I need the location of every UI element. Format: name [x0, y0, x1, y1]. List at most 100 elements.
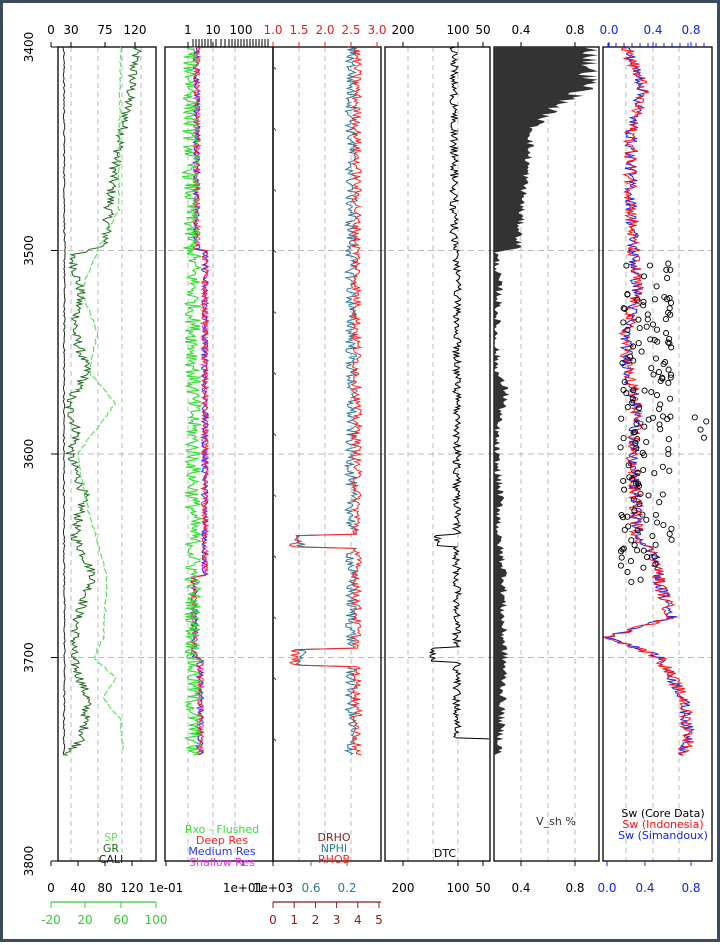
- sw-core-point: [634, 469, 641, 476]
- sw-core-point: [631, 542, 638, 549]
- sw-core-point: [657, 426, 664, 433]
- sw-core-point: [649, 532, 656, 540]
- track3-top-label: 2.0: [315, 23, 334, 37]
- sw-core-point: [620, 435, 627, 442]
- sw-core-point: [643, 323, 650, 330]
- sw-core-point: [618, 415, 625, 422]
- sw-core-point: [634, 527, 641, 534]
- sw-core-point: [662, 316, 669, 323]
- drho-curve: [273, 128, 277, 131]
- sw-core-point: [667, 395, 674, 402]
- drho-curve: [273, 738, 277, 742]
- sw-core-point: [639, 449, 646, 456]
- sw-core-point: [665, 366, 672, 373]
- track1-top-label: 0: [47, 23, 55, 37]
- sw-core-point: [652, 355, 660, 362]
- legend-track6-sw-simandoux-: Sw (Simandoux): [618, 829, 708, 842]
- track2-bottom-label: 1e+03: [253, 881, 293, 895]
- sw-core-point: [651, 470, 658, 477]
- sw-core-point: [697, 426, 704, 433]
- sw-core-point: [703, 418, 710, 425]
- sw-core-point: [640, 298, 647, 305]
- drho-axis-label: 1: [290, 913, 298, 927]
- track-3-border: [272, 46, 382, 862]
- sw-core-point: [653, 283, 660, 290]
- drho-curve: [273, 433, 277, 437]
- sp-axis-label: -20: [41, 913, 61, 927]
- sw-core-point: [652, 541, 659, 548]
- legend-track6-sw-core-data-: Sw (Core Data): [621, 807, 704, 820]
- sw-core-point: [648, 388, 655, 396]
- dtc-curve: [428, 46, 490, 740]
- sw-core-point: [641, 387, 648, 394]
- sw-core-point: [619, 514, 627, 521]
- sw-core-point: [625, 523, 632, 530]
- sw-indonesia-curve: [604, 46, 694, 756]
- sw-core-point: [620, 477, 627, 484]
- legend-track2-rxo-flushed: Rxo - Flushed: [185, 823, 259, 836]
- sw-simandoux-curve: [603, 46, 696, 756]
- track4-bottom-label: 50: [475, 881, 490, 895]
- legend-track2-deep-res: Deep Res: [196, 834, 248, 847]
- drho-curve: [273, 616, 277, 620]
- gr-curve: [63, 46, 143, 756]
- sw-core-point: [624, 513, 631, 520]
- sw-core-point: [691, 414, 698, 421]
- track4-top-label: 200: [392, 23, 415, 37]
- sw-core-point: [645, 492, 652, 499]
- track4-top-label: 100: [447, 23, 470, 37]
- legend-track1-cali: CALI: [99, 853, 124, 866]
- sw-core-point: [646, 262, 653, 269]
- sw-core-point: [656, 405, 663, 413]
- sw-core-point: [648, 365, 655, 372]
- sw-core-point: [666, 335, 673, 342]
- sw-core-point: [624, 404, 631, 411]
- sw-core-point: [665, 339, 672, 346]
- track6-bottom-label: 0.4: [635, 881, 654, 895]
- sw-core-point: [644, 311, 651, 318]
- sw-core-point: [635, 340, 642, 347]
- drho-axis-label: 2: [312, 913, 320, 927]
- track6-top-label: 0.4: [643, 23, 662, 37]
- track5-bottom-label: 0.4: [511, 881, 530, 895]
- sw-core-point: [624, 569, 631, 576]
- sw-core-point: [627, 558, 634, 565]
- legend-track5-v-sh-: V_sh %: [536, 815, 576, 828]
- sw-core-point: [665, 450, 672, 458]
- sw-core-point: [665, 309, 672, 316]
- track2-top-label: 1: [184, 23, 192, 37]
- drho-axis-label: 5: [375, 913, 383, 927]
- track6-top-label: 0.0: [599, 23, 618, 37]
- drho-curve: [273, 311, 277, 314]
- legend-track3-rhob: RHOB: [318, 853, 350, 866]
- sw-core-point: [618, 548, 625, 555]
- sw-core-point: [666, 340, 673, 347]
- drho-axis-label: 3: [333, 913, 341, 927]
- sw-core-point: [659, 491, 666, 498]
- depth-tick-label: 3400: [22, 32, 36, 63]
- sw-core-point: [668, 525, 675, 532]
- track3-bottom-nphi-label: 0.2: [337, 881, 356, 895]
- sw-core-point: [630, 343, 637, 350]
- sw-core-point: [632, 439, 639, 447]
- track4-bottom-label: 200: [392, 881, 415, 895]
- drho-curve: [273, 250, 277, 253]
- sw-core-point: [643, 516, 650, 523]
- sw-core-point: [629, 395, 636, 402]
- sw-core-point: [636, 324, 643, 332]
- sw-core-point: [653, 326, 661, 333]
- sw-core-point: [667, 374, 674, 381]
- sw-core-point: [634, 547, 641, 554]
- sw-core-point: [621, 378, 628, 386]
- track6-bottom-label: 0.0: [597, 881, 616, 895]
- track1-top-label: 30: [63, 23, 78, 37]
- sw-core-point: [635, 316, 642, 323]
- sw-core-point: [624, 326, 631, 333]
- sw-core-point: [630, 357, 637, 364]
- sw-core-point: [634, 436, 641, 443]
- sw-core-point: [629, 475, 636, 483]
- sw-core-point: [649, 321, 657, 328]
- sw-core-point: [625, 462, 632, 469]
- sw-core-point: [667, 311, 674, 318]
